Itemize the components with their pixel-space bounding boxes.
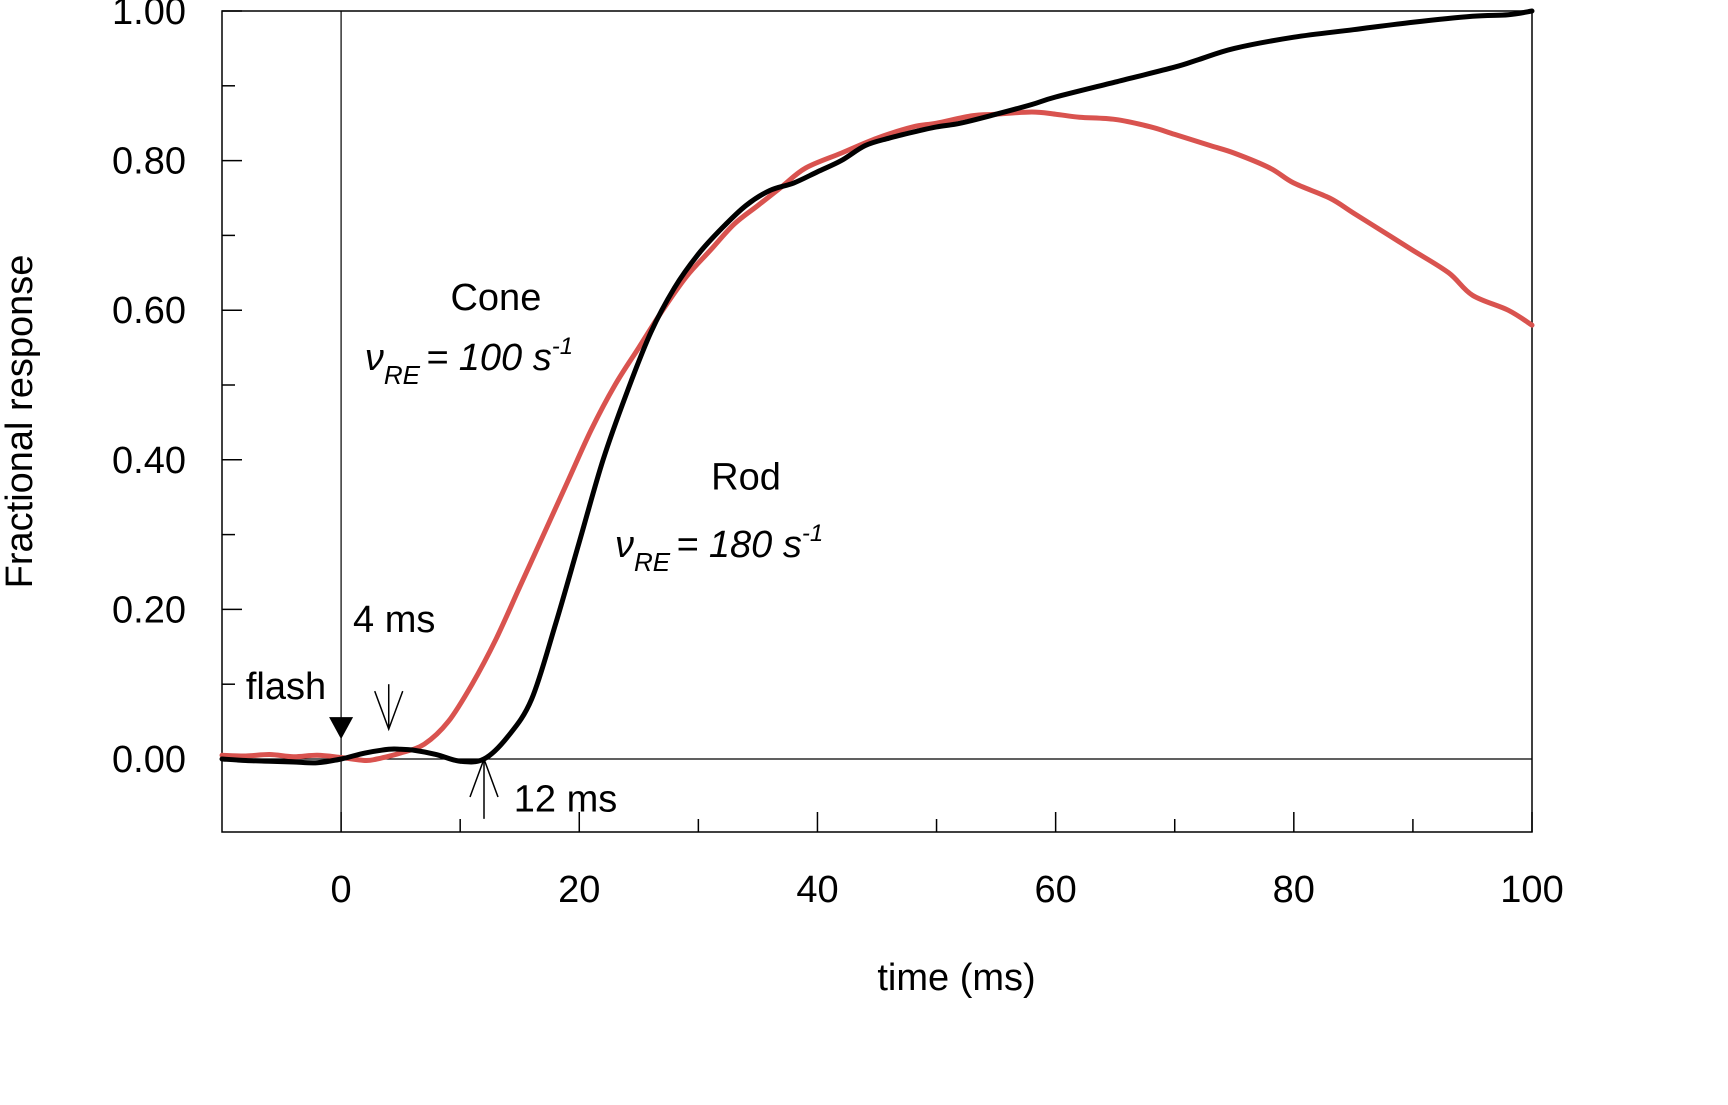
y-tick-label: 0.00 [112, 739, 186, 781]
x-tick-label: 80 [1273, 869, 1315, 911]
rod-rate-value: = 180 s [676, 524, 802, 566]
cone-rate-label: νRE = 100 s-1 [365, 333, 573, 390]
x-tick-label: 0 [331, 869, 352, 911]
cone-rate-value: = 100 s [426, 337, 552, 379]
cone-response-line [219, 109, 1535, 764]
cone-rate-subscript: RE [384, 360, 421, 390]
reference-lines [222, 11, 1532, 832]
y-axis-title: Fractional response [0, 255, 41, 589]
y-tick-label: 0.20 [112, 589, 186, 631]
up-arrow-icon [469, 756, 499, 819]
rod-label: Rod [711, 457, 781, 499]
series-layer [219, 8, 1535, 766]
cone-rate-superscript: -1 [552, 333, 573, 360]
y-tick-label: 0.60 [112, 290, 186, 332]
rod-delay-label: 12 ms [514, 778, 617, 820]
rod-rate-subscript: RE [634, 547, 671, 577]
flash-label: flash [246, 666, 326, 708]
cone-label: Cone [450, 277, 541, 319]
rod-rate-label: νRE = 180 s-1 [615, 520, 823, 577]
y-tick-label: 0.40 [112, 440, 186, 482]
x-tick-label: 60 [1034, 869, 1076, 911]
flash-marker-icon [329, 717, 354, 740]
x-tick-label: 100 [1500, 869, 1563, 911]
y-tick-label: 1.00 [112, 0, 186, 33]
rod-rate-superscript: -1 [802, 520, 823, 547]
rod-response-line [219, 8, 1535, 766]
x-tick-label: 20 [558, 869, 600, 911]
cone-rate-symbol: ν [365, 337, 384, 379]
rod-rate-symbol: ν [615, 524, 634, 566]
down-arrow-icon [374, 684, 404, 732]
arrow-head [469, 756, 499, 798]
arrow-head [374, 690, 404, 732]
cone-delay-label: 4 ms [353, 599, 435, 641]
x-axis-title: time (ms) [877, 957, 1035, 999]
plot-frame [221, 10, 1533, 833]
annotation-layer: Cone νRE = 100 s-1 Rod νRE = 180 s-1 flash… [246, 277, 823, 820]
axes: 0.00 0.20 0.40 0.60 0.80 1.00 0 20 40 60 80 100 [112, 0, 1564, 911]
y-tick-label: 0.80 [112, 141, 186, 183]
x-tick-label: 40 [796, 869, 838, 911]
